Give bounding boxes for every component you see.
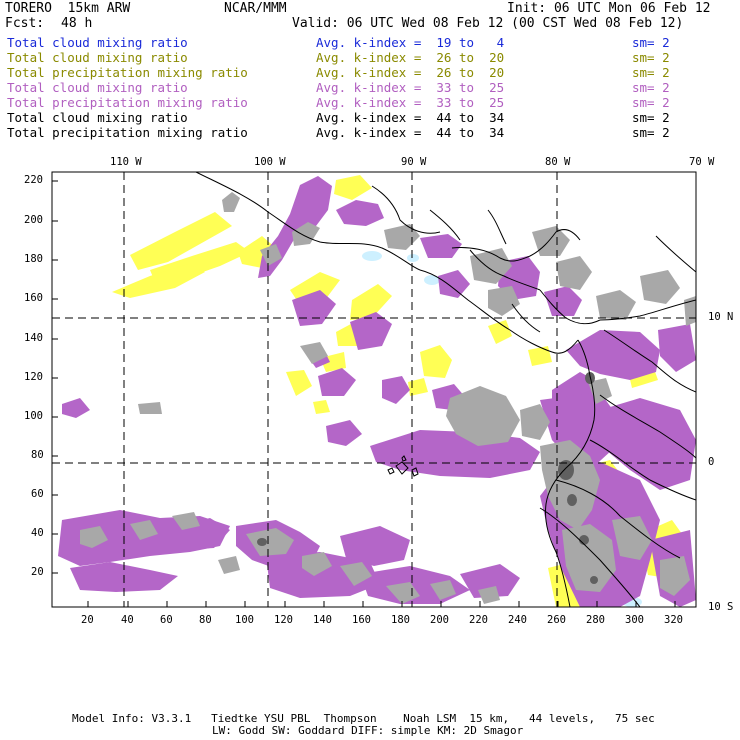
x-tick-label: 240 [508,614,527,626]
forecast-label: Fcst: [5,16,45,31]
model-title: TORERO 15km ARW [5,1,131,16]
x-tick-label: 280 [586,614,605,626]
x-tick-label: 40 [121,614,134,626]
x-tick-label: 140 [313,614,332,626]
legend-stat-5: Avg. k-index = 33 to 25 [316,95,505,110]
legend-stat-3: Avg. k-index = 26 to 20 [316,65,505,80]
legend-sm-5: sm= 2 [632,95,670,110]
legend-stat-1: Avg. k-index = 19 to 4 [316,35,505,50]
y-tick-label: 160 [24,292,43,304]
field-shading [58,172,696,607]
lon-label-80w: 80 W [545,156,571,168]
x-tick-label: 320 [664,614,683,626]
x-tick-label: 60 [160,614,173,626]
y-tick-label: 220 [24,174,43,186]
legend-field-5: Total precipitation mixing ratio [7,95,248,110]
legend-sm-6: sm= 2 [632,110,670,125]
latlon-grid [52,172,696,607]
model-info-line-1: Model Info: V3.3.1 Tiedtke YSU PBL Thomp… [72,712,655,725]
x-tick-label: 180 [391,614,410,626]
y-tick-label: 200 [24,214,43,226]
lon-label-90w: 90 W [401,156,427,168]
x-tick-label: 220 [469,614,488,626]
x-tick-label: 160 [352,614,371,626]
legend-field-1: Total cloud mixing ratio [7,35,188,50]
legend-stat-7: Avg. k-index = 44 to 34 [316,125,505,140]
lon-label-110w: 110 W [110,156,142,168]
legend-field-3: Total precipitation mixing ratio [7,65,248,80]
x-tick-label: 100 [235,614,254,626]
lat-label-10s: 10 S [708,601,734,613]
legend-field-4: Total cloud mixing ratio [7,80,188,95]
y-tick-label: 80 [31,449,44,461]
y-tick-label: 140 [24,332,43,344]
y-tick-label: 120 [24,371,43,383]
legend-sm-1: sm= 2 [632,35,670,50]
legend-field-6: Total cloud mixing ratio [7,110,188,125]
y-tick-label: 40 [31,527,44,539]
legend-stat-4: Avg. k-index = 33 to 25 [316,80,505,95]
legend-sm-3: sm= 2 [632,65,670,80]
purple-shading [58,176,696,607]
init-time: Init: 06 UTC Mon 06 Feb 12 [507,1,711,16]
x-tick-label: 260 [547,614,566,626]
legend-stat-6: Avg. k-index = 44 to 34 [316,110,505,125]
organization: NCAR/MMM [224,1,287,16]
legend-sm-7: sm= 2 [632,125,670,140]
y-tick-label: 60 [31,488,44,500]
legend-sm-4: sm= 2 [632,80,670,95]
tick-marks [52,180,676,607]
lat-label-0: 0 [708,456,715,468]
model-info-line-2: LW: Godd SW: Goddard DIFF: simple KM: 2D… [212,724,524,737]
forecast-hour: 48 h [61,16,93,31]
valid-time: Valid: 06 UTC Wed 08 Feb 12 (00 CST Wed … [292,16,684,31]
map-frame [51,171,697,608]
legend-field-7: Total precipitation mixing ratio [7,125,248,140]
lon-label-70w: 70 W [689,156,715,168]
legend-stat-2: Avg. k-index = 26 to 20 [316,50,505,65]
legend-field-2: Total cloud mixing ratio [7,50,188,65]
x-tick-label: 300 [625,614,644,626]
lon-label-100w: 100 W [254,156,286,168]
x-tick-label: 20 [81,614,94,626]
y-tick-label: 180 [24,253,43,265]
y-tick-label: 100 [24,410,43,422]
coastlines [195,172,696,607]
legend-sm-2: sm= 2 [632,50,670,65]
x-tick-label: 200 [430,614,449,626]
y-tick-label: 20 [31,566,44,578]
x-tick-label: 120 [274,614,293,626]
x-tick-label: 80 [199,614,212,626]
lat-label-10n: 10 N [708,311,734,323]
